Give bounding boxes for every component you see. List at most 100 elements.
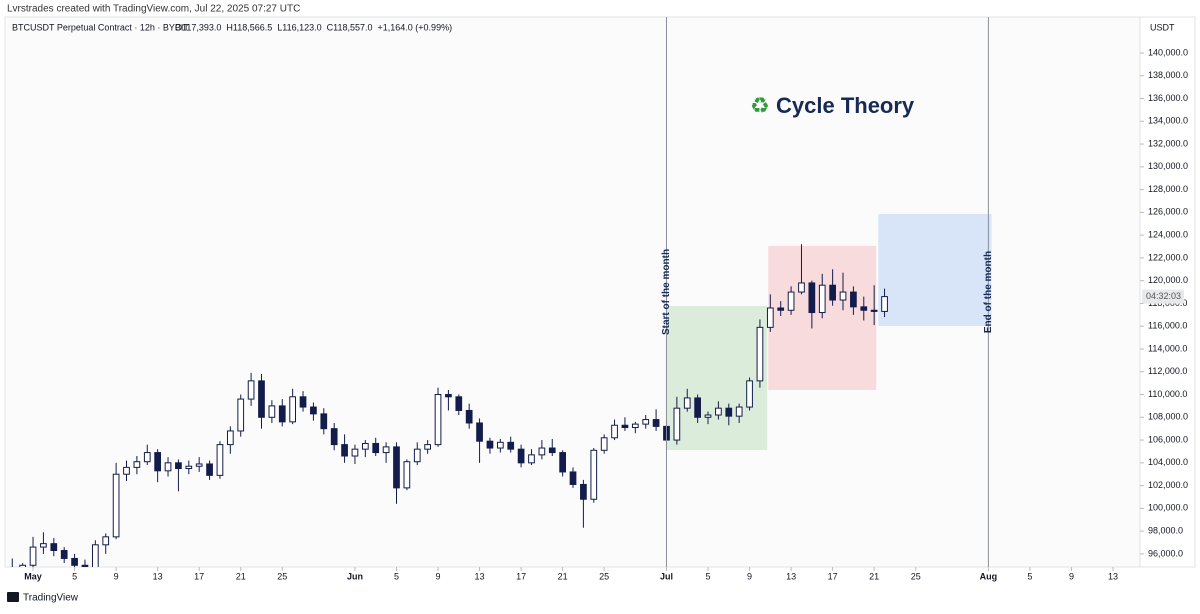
candle-body	[299, 396, 307, 408]
candle-body	[403, 461, 411, 489]
candle-body	[143, 452, 151, 463]
candle-body	[798, 282, 805, 293]
candle-body	[123, 466, 130, 475]
candle-body	[19, 564, 27, 567]
candle-body	[569, 471, 577, 485]
x-tick-label: 13	[786, 571, 796, 581]
candle-body	[870, 309, 878, 312]
candle-body	[320, 413, 328, 430]
candle-body	[50, 543, 58, 551]
y-tick-label: 140,000.0	[1148, 47, 1188, 57]
x-tick-label: Jun	[347, 571, 363, 581]
y-tick-label: 102,000.0	[1148, 480, 1188, 490]
x-tick-label: 25	[277, 571, 287, 581]
candle-body	[195, 463, 203, 467]
candle-body	[600, 437, 608, 451]
y-tick-label: 96,000.0	[1148, 548, 1183, 558]
candle-body	[351, 448, 359, 457]
tv-logo	[7, 592, 19, 602]
candle-body	[860, 306, 868, 311]
candle-body	[486, 440, 494, 449]
zone	[666, 305, 768, 450]
zone	[878, 213, 992, 326]
countdown: 04:32:03	[1146, 291, 1181, 301]
ohlc-header: O117,393.0 H118,566.5 L116,123.0 C118,557.0…	[175, 22, 452, 32]
x-tick-label: 17	[516, 571, 526, 581]
candle-body	[278, 405, 286, 423]
candle-body	[673, 407, 681, 441]
candle-body	[445, 394, 452, 398]
candle-body	[268, 405, 276, 418]
candle-body	[631, 423, 639, 429]
x-tick-label: 21	[869, 571, 879, 581]
candle-body	[91, 544, 99, 567]
y-tick-label: 112,000.0	[1148, 366, 1187, 376]
month-line-label: End of the month	[983, 251, 994, 333]
candle-body	[393, 446, 400, 489]
candle-body	[694, 397, 701, 418]
candle-body	[829, 284, 836, 301]
y-tick-label: 120,000.0	[1148, 275, 1188, 285]
x-tick-label: 9	[1069, 571, 1074, 581]
candle-body	[766, 307, 774, 328]
candle-body	[175, 462, 182, 470]
candle-body	[528, 454, 535, 464]
candle-body	[850, 291, 857, 308]
y-tick-label: 126,000.0	[1148, 207, 1188, 217]
candle-body	[465, 409, 473, 424]
ohlc-value: C118,557.0	[327, 22, 373, 32]
candle-body	[590, 449, 598, 500]
x-tick-label: Aug	[980, 571, 998, 581]
x-tick-label: 9	[114, 571, 119, 581]
y-tick-label: 122,000.0	[1148, 252, 1188, 262]
candle-body	[808, 282, 816, 314]
candle-body	[777, 307, 785, 311]
candle-body	[341, 444, 348, 457]
y-tick-label: 104,000.0	[1148, 457, 1188, 467]
candle-body	[746, 380, 753, 408]
candle-body	[611, 424, 618, 439]
candle-body	[476, 422, 483, 442]
candle-body	[787, 291, 795, 311]
ohlc-value: H118,566.5	[226, 22, 272, 32]
candle-body	[496, 441, 504, 449]
candle-body	[226, 430, 234, 446]
candle-body	[715, 407, 722, 416]
candle-body	[102, 536, 110, 546]
ohlc-value: L116,123.0	[277, 22, 321, 32]
candle-body	[372, 442, 380, 454]
y-tick-label: 116,000.0	[1148, 321, 1187, 331]
title: Cycle Theory	[776, 93, 915, 118]
x-tick-label: 9	[747, 571, 752, 581]
y-tick-label: 136,000.0	[1148, 93, 1188, 103]
x-tick-label: 17	[194, 571, 204, 581]
candle-body	[413, 448, 421, 463]
candle-body	[455, 396, 463, 411]
y-tick-label: 138,000.0	[1148, 70, 1188, 80]
y-tick-label: 114,000.0	[1148, 343, 1187, 353]
y-tick-label: 130,000.0	[1148, 161, 1188, 171]
candle-body	[71, 557, 78, 566]
candle-body	[40, 543, 47, 548]
candle-body	[735, 406, 743, 417]
candle-body	[9, 568, 15, 574]
candle-body	[881, 296, 888, 312]
recycle-icon: ♻	[750, 93, 770, 118]
x-tick-label: 25	[599, 571, 609, 581]
ohlc-value: O117,393.0	[175, 22, 221, 32]
candle-body	[206, 463, 213, 476]
candle-body	[434, 394, 442, 446]
candle-body	[621, 424, 629, 429]
candle-body	[185, 465, 193, 470]
candle-body	[652, 419, 660, 427]
candle-body	[154, 452, 162, 472]
candle-body	[818, 284, 826, 314]
x-tick-label: Jul	[660, 571, 673, 581]
candle-body	[361, 442, 369, 450]
symbol-header: BTCUSDT Perpetual Contract · 12h · BYBIT	[12, 22, 189, 32]
candle-body	[133, 461, 141, 468]
x-tick-label: 5	[706, 571, 711, 581]
candle-body	[258, 380, 265, 418]
candle-body	[725, 407, 733, 417]
